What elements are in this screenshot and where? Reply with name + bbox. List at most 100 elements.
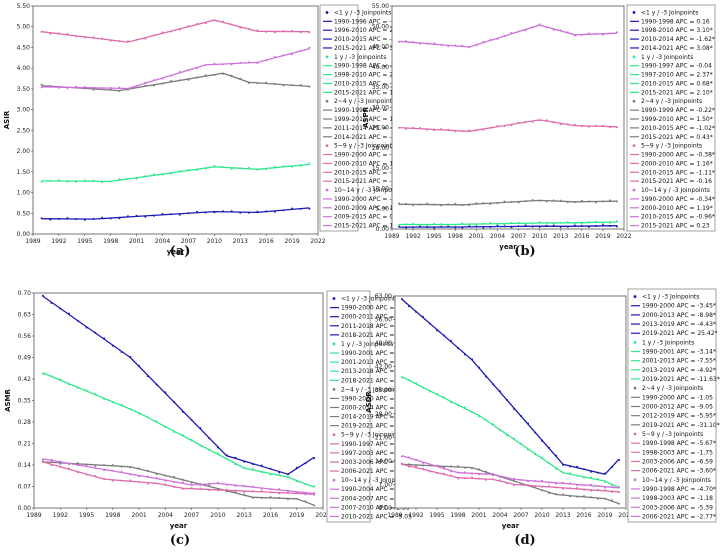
data-point-lt1 [503, 225, 506, 228]
data-point-y5_9 [527, 483, 529, 486]
data-point-y2_4 [419, 203, 422, 206]
data-point-y10_14 [304, 491, 307, 494]
data-point-y10_14 [580, 33, 583, 36]
data-point-y5_9 [604, 489, 606, 492]
data-point-y2_4 [503, 200, 506, 203]
data-point-lt1 [146, 375, 149, 378]
data-point-lt1 [545, 224, 548, 227]
y-tick-label: 56.00 [375, 317, 392, 324]
legend-entry-segment: 1996-2010 APC = 2.81* [334, 27, 406, 34]
data-point-y1 [583, 476, 585, 479]
legend-entry-title: <1 y / -3 Joinpoints [641, 9, 698, 16]
data-point-lt1 [187, 212, 190, 215]
data-point-lt1 [287, 473, 289, 476]
data-point-y2_4 [440, 204, 443, 207]
data-point-y5_9 [230, 23, 233, 26]
legend-entry-segment: 1990-2000 APC = -0.38* [641, 152, 715, 159]
data-point-y1 [181, 434, 184, 437]
data-point-y2_4 [291, 84, 294, 87]
data-point-y10_14 [295, 491, 298, 494]
data-point-y1 [208, 449, 211, 451]
data-point-y1 [190, 438, 193, 441]
data-point-y10_14 [50, 458, 53, 461]
data-point-y1 [278, 474, 281, 476]
data-point-y1 [527, 448, 529, 451]
data-point-y10_14 [94, 467, 97, 469]
x-tick-label: 1998 [103, 238, 118, 245]
data-point-y10_14 [534, 479, 536, 482]
data-point-y5_9 [489, 126, 492, 129]
data-point-y1 [66, 180, 69, 183]
data-point-y5_9 [111, 479, 114, 482]
y-tick-label: 5.00 [17, 24, 31, 31]
x-axis-title: year [499, 243, 517, 251]
data-point-lt1 [426, 226, 429, 229]
data-point-y1 [222, 166, 224, 169]
data-point-y1 [566, 221, 569, 223]
legend-box [319, 4, 359, 232]
data-point-lt1 [49, 218, 52, 221]
legend-entry-segment: 1990-2001 APC = -3.14* [642, 349, 716, 356]
x-tick-label: 2019 [595, 233, 610, 240]
data-point-y2_4 [590, 496, 592, 499]
x-tick-label: 2010 [210, 512, 225, 519]
data-point-y10_14 [196, 67, 199, 70]
data-point-y1 [50, 375, 53, 378]
data-point-y5_9 [597, 488, 599, 491]
legend-marker-y1 [633, 340, 637, 344]
data-point-y5_9 [618, 491, 620, 494]
data-point-y1 [213, 165, 216, 167]
data-point-y1 [178, 170, 181, 173]
y-tick-label: 2.50 [17, 127, 31, 134]
data-point-y2_4 [282, 84, 285, 87]
data-point-y1 [49, 179, 52, 182]
data-point-lt1 [527, 422, 529, 425]
data-point-y5_9 [76, 471, 79, 474]
data-point-lt1 [510, 226, 513, 229]
data-point-y1 [513, 437, 515, 440]
data-point-y1 [415, 382, 417, 385]
data-point-y10_14 [408, 456, 410, 459]
data-point-y5_9 [304, 493, 307, 496]
data-point-y5_9 [548, 485, 550, 488]
y-tick-label: 5.50 [17, 3, 31, 10]
data-point-lt1 [464, 353, 466, 356]
data-point-y5_9 [415, 466, 417, 469]
y-tick-label: 0.70 [18, 290, 32, 297]
data-point-lt1 [190, 418, 193, 421]
data-point-lt1 [83, 218, 86, 221]
data-point-y10_14 [92, 86, 95, 89]
data-point-y1 [468, 223, 471, 226]
data-point-y10_14 [597, 484, 599, 487]
data-point-y1 [308, 162, 311, 165]
data-point-lt1 [222, 210, 224, 213]
data-point-y5_9 [243, 490, 246, 493]
data-point-y1 [173, 430, 176, 433]
data-point-y10_14 [555, 482, 557, 485]
y-tick-label: 45.00 [372, 44, 389, 51]
data-point-lt1 [181, 411, 184, 413]
data-point-y1 [531, 222, 534, 225]
legend-entry-segment: 2000-2010 APC = 1.19* [641, 205, 713, 212]
plot-area [391, 5, 625, 230]
legend-entry-segment: 2018-2021 APC = 15.68* [341, 332, 417, 339]
data-point-lt1 [569, 465, 571, 468]
data-point-lt1 [517, 225, 520, 228]
x-tick-label: 2016 [576, 512, 591, 519]
data-point-y1 [239, 167, 242, 170]
data-point-lt1 [478, 366, 480, 369]
data-point-lt1 [541, 439, 543, 442]
legend-entry-segment: 2019-2021 APC = -11.63* [642, 376, 720, 383]
data-point-y1 [265, 168, 268, 171]
data-point-y1 [580, 222, 583, 225]
data-point-lt1 [499, 390, 501, 393]
data-point-y1 [83, 179, 86, 182]
data-point-y1 [419, 224, 422, 227]
data-point-y10_14 [401, 455, 403, 458]
data-point-y1 [471, 410, 473, 413]
data-point-y1 [457, 404, 459, 407]
legend-marker-y10_14 [632, 188, 636, 192]
data-point-y5_9 [520, 483, 522, 486]
data-point-y1 [146, 416, 149, 419]
data-point-y10_14 [75, 86, 78, 89]
